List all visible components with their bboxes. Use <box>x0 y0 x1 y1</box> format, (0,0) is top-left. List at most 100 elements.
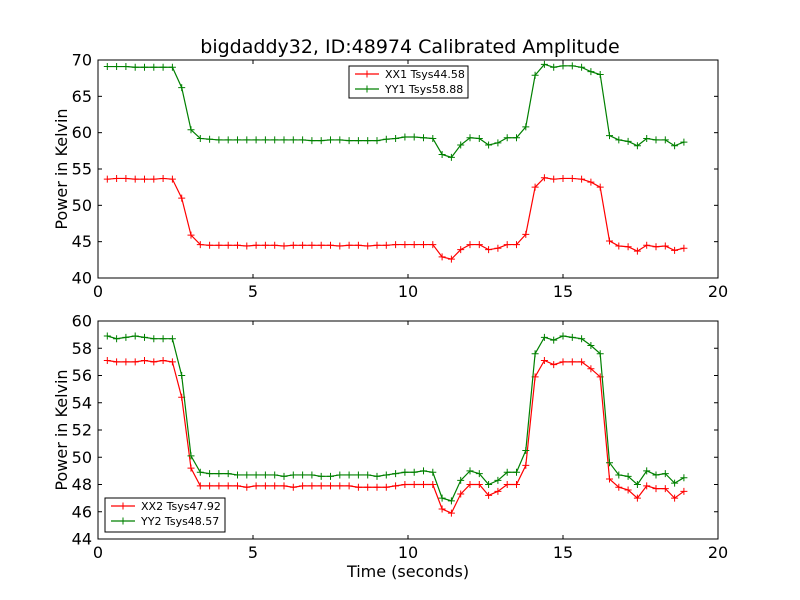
data-point <box>252 241 260 249</box>
data-point <box>410 468 418 476</box>
data-point <box>168 358 176 366</box>
data-point <box>522 230 530 238</box>
data-point <box>429 481 437 488</box>
data-point <box>652 471 660 479</box>
data-point <box>680 138 688 146</box>
data-point <box>234 482 241 490</box>
data-point <box>345 482 353 490</box>
legend-box <box>104 497 226 533</box>
y-tick-label: 50 <box>72 196 92 215</box>
data-point <box>206 135 214 143</box>
data-point <box>652 485 660 493</box>
legend-label: XX1 Tsys44.58 <box>385 68 465 81</box>
data-point <box>503 134 511 142</box>
data-point <box>159 335 167 343</box>
data-point <box>531 183 539 191</box>
data-point <box>503 481 511 488</box>
data-point <box>392 134 400 142</box>
data-point <box>392 482 400 490</box>
top-subplot: 0 5 10 15 20 40 45 50 55 60 65 70 Power in Kelvin XX1… <box>52 51 728 302</box>
data-point <box>159 357 167 365</box>
data-point <box>327 241 334 249</box>
data-point <box>568 62 576 70</box>
data-point <box>373 137 381 145</box>
data-point <box>485 481 493 488</box>
data-point <box>494 487 502 495</box>
legend-label: XX2 Tsys47.92 <box>141 500 221 513</box>
data-point <box>187 452 195 460</box>
data-point <box>289 471 297 479</box>
data-point <box>299 482 307 490</box>
data-point <box>150 63 158 71</box>
data-point <box>587 178 595 186</box>
data-point <box>578 335 586 343</box>
data-point <box>150 335 158 343</box>
data-point <box>587 68 595 76</box>
data-point <box>234 136 241 144</box>
data-point <box>345 137 353 145</box>
y-tick-label: 45 <box>72 232 92 251</box>
data-point <box>234 471 241 479</box>
data-point <box>113 335 121 343</box>
data-point <box>615 471 623 479</box>
data-point <box>401 468 409 476</box>
data-point <box>336 136 344 144</box>
data-point <box>671 246 679 254</box>
data-point <box>578 63 586 71</box>
data-point <box>513 481 520 488</box>
data-point <box>261 482 269 490</box>
y-tick-label: 54 <box>72 393 92 412</box>
data-point <box>438 150 446 158</box>
data-point <box>327 136 334 144</box>
data-point <box>141 357 148 365</box>
data-point <box>373 241 381 249</box>
data-point <box>289 241 297 249</box>
data-point <box>382 135 390 143</box>
data-point <box>661 470 669 478</box>
data-point <box>317 137 325 145</box>
data-point <box>280 242 288 250</box>
data-point <box>131 332 139 340</box>
legend-label: YY1 Tsys58.88 <box>384 83 463 96</box>
data-point <box>457 246 465 254</box>
data-point <box>299 471 307 479</box>
legend-marker <box>363 70 371 78</box>
data-point <box>271 471 279 479</box>
data-point <box>643 134 651 142</box>
data-point <box>420 134 427 142</box>
data-point <box>475 134 483 142</box>
data-point <box>420 481 427 488</box>
data-point <box>224 241 232 249</box>
data-point <box>420 467 427 475</box>
data-point <box>382 483 390 491</box>
data-point <box>224 470 232 478</box>
data-point <box>168 175 176 183</box>
legend-marker <box>363 85 371 93</box>
bottom-subplot: 0 5 10 15 20 44 46 48 50 52 54 56 58 60 Power in Kelvi… <box>52 312 728 582</box>
data-point <box>308 471 316 479</box>
data-point <box>475 481 483 488</box>
data-point <box>206 482 214 490</box>
data-point <box>671 479 679 487</box>
data-point <box>447 509 455 517</box>
data-point <box>661 485 669 493</box>
x-tick-label: 10 <box>398 282 418 301</box>
data-point <box>308 241 316 249</box>
data-point <box>178 84 186 92</box>
data-point <box>289 483 297 491</box>
data-point <box>336 482 344 490</box>
data-point <box>252 136 260 144</box>
data-point <box>661 136 669 144</box>
data-point <box>215 136 223 144</box>
data-point <box>159 174 167 182</box>
data-point <box>252 482 260 490</box>
data-point <box>643 482 651 490</box>
data-point <box>578 175 586 183</box>
data-point <box>122 63 130 71</box>
data-point <box>550 63 558 71</box>
data-point <box>317 241 325 249</box>
data-point <box>596 183 604 191</box>
x-tick-label: 15 <box>553 543 573 562</box>
x-tick-label: 0 <box>93 543 103 562</box>
x-tick-label: 5 <box>248 543 258 562</box>
